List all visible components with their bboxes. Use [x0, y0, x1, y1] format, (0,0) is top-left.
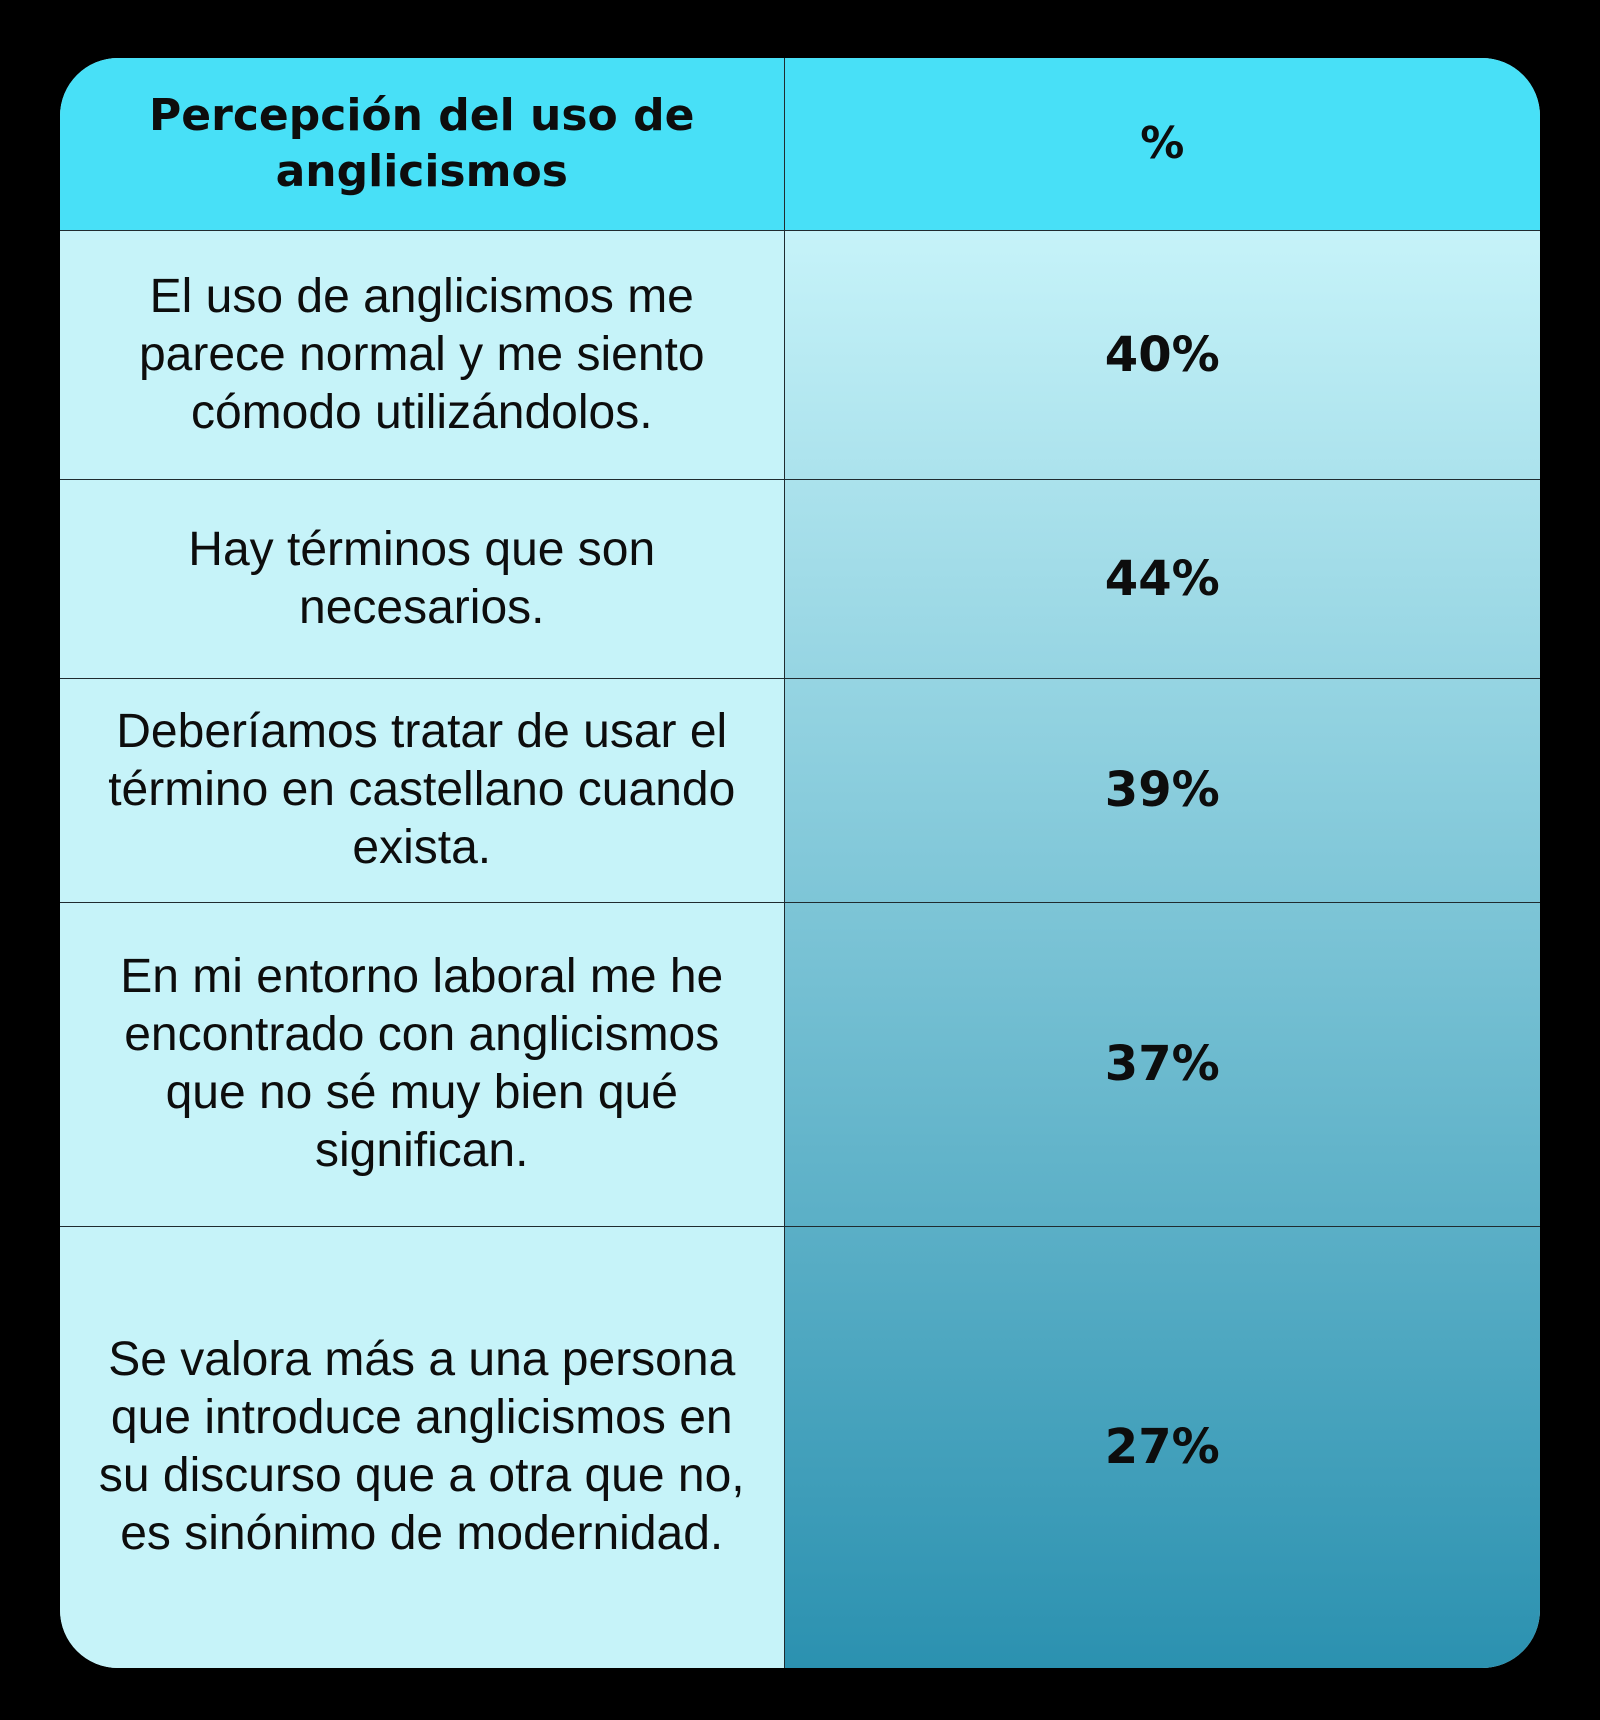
percent-cell: 37%: [784, 901, 1540, 1226]
percent-cell: 39%: [784, 677, 1540, 902]
table-row: Deberíamos tratar de usar el término en …: [60, 677, 1540, 902]
statement-cell: El uso de anglicismos me parece normal y…: [60, 229, 785, 479]
table-row: Hay términos que son necesarios. 44%: [60, 478, 1540, 678]
survey-table-card: Percepción del uso de anglicismos % El u…: [60, 58, 1540, 1668]
percent-cell: 27%: [784, 1225, 1540, 1668]
statement-cell: En mi entorno laboral me he encontrado c…: [60, 901, 785, 1226]
statement-cell: Se valora más a una persona que introduc…: [60, 1225, 785, 1668]
percent-cell: 40%: [784, 229, 1540, 479]
statement-cell: Hay términos que son necesarios.: [60, 478, 785, 678]
table-header-row: Percepción del uso de anglicismos %: [60, 58, 1540, 231]
survey-table: Percepción del uso de anglicismos % El u…: [60, 58, 1540, 1668]
column-header-percent: %: [784, 58, 1540, 231]
table-row: En mi entorno laboral me he encontrado c…: [60, 901, 1540, 1226]
column-header-statement: Percepción del uso de anglicismos: [60, 58, 785, 231]
table-row: El uso de anglicismos me parece normal y…: [60, 229, 1540, 479]
table-row: Se valora más a una persona que introduc…: [60, 1225, 1540, 1668]
statement-cell: Deberíamos tratar de usar el término en …: [60, 677, 785, 902]
percent-cell: 44%: [784, 478, 1540, 678]
